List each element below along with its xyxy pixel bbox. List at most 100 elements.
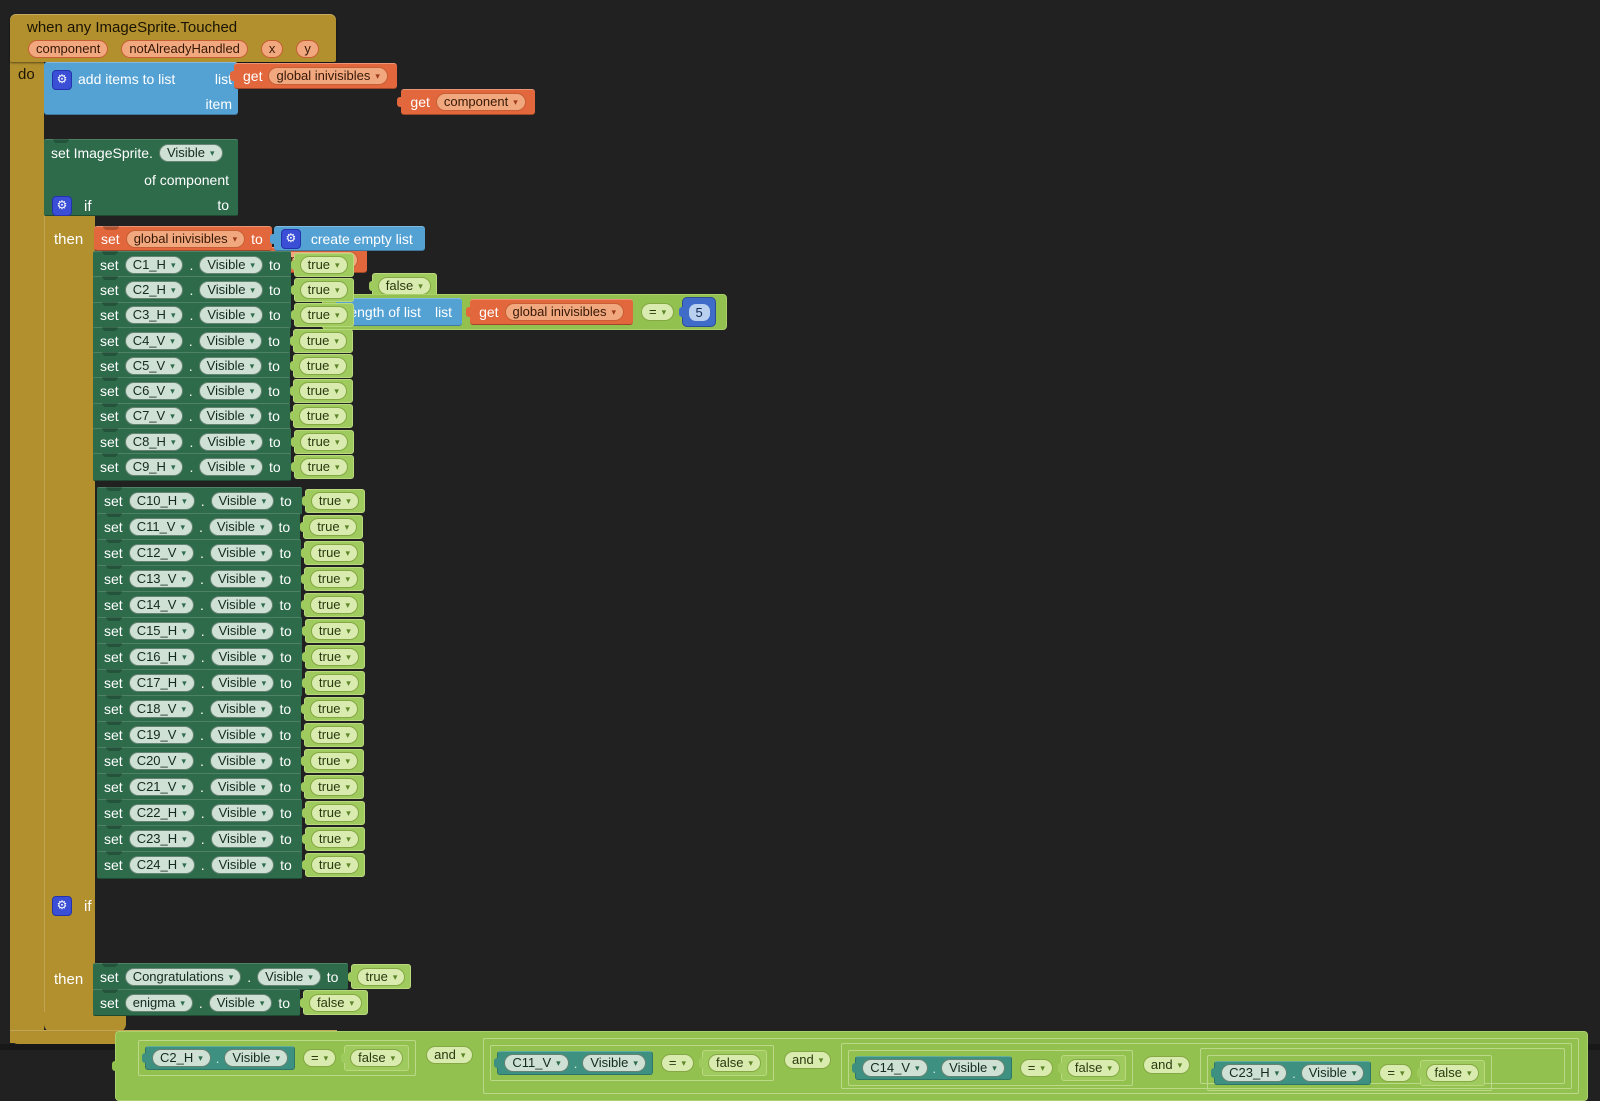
boolean-dropdown[interactable]: true ▾ [299, 306, 348, 325]
component-dropdown[interactable]: C2_H ▾ [124, 280, 184, 299]
component-dropdown[interactable]: Congratulations ▾ [124, 967, 242, 986]
true-value-block[interactable]: true ▾ [301, 489, 365, 513]
component-dropdown[interactable]: C10_H ▾ [128, 492, 195, 510]
set-visible-row[interactable]: set C20_V ▾ . Visible ▾ to true ▾ [97, 747, 365, 775]
boolean-dropdown[interactable]: true ▾ [299, 458, 348, 477]
set-visible-row[interactable]: set C1_H ▾ . Visible ▾ to true ▾ [93, 251, 354, 279]
boolean-dropdown[interactable]: true ▾ [299, 280, 348, 299]
gear-icon[interactable]: ⚙ [280, 228, 301, 249]
property-dropdown[interactable]: Visible ▾ [199, 280, 263, 299]
property-dropdown[interactable]: Visible ▾ [210, 674, 275, 692]
set-visible-row[interactable]: set C17_H ▾ . Visible ▾ to true ▾ [97, 669, 365, 697]
property-dropdown[interactable]: Visible ▾ [209, 726, 274, 744]
property-dropdown[interactable]: Visible ▾ [257, 967, 321, 986]
true-value-block[interactable]: true ▾ [290, 429, 354, 454]
set-visible-row[interactable]: set C13_V ▾ . Visible ▾ to true ▾ [97, 565, 365, 593]
false-value-block[interactable]: false ▾ [1057, 1055, 1126, 1081]
component-dropdown[interactable]: C20_V ▾ [128, 752, 194, 770]
true-value-block[interactable]: true ▾ [348, 964, 412, 989]
create-empty-list-block[interactable]: ⚙ create empty list [269, 226, 425, 251]
true-value-block[interactable]: true ▾ [301, 827, 365, 851]
gear-icon[interactable]: ⚙ [52, 896, 72, 916]
property-dropdown[interactable]: Visible ▾ [210, 492, 275, 510]
boolean-dropdown[interactable]: true ▾ [298, 407, 347, 426]
property-dropdown[interactable]: Visible ▾ [209, 596, 274, 614]
true-value-block[interactable]: true ▾ [301, 541, 365, 565]
component-dropdown[interactable]: C24_H ▾ [128, 856, 195, 874]
set-congratulations-visible-row[interactable]: set Congratulations ▾ . Visible ▾ to true ▾ [93, 963, 412, 990]
set-visible-row[interactable]: set C15_H ▾ . Visible ▾ to true ▾ [97, 617, 365, 645]
property-dropdown[interactable]: Visible ▾ [1300, 1064, 1365, 1082]
component-dropdown[interactable]: C21_V ▾ [128, 778, 194, 796]
property-dropdown[interactable]: Visible ▾ [198, 356, 263, 375]
set-visible-row[interactable]: set C7_V ▾ . Visible ▾ to true ▾ [93, 402, 354, 431]
set-visible-row[interactable]: set C11_V ▾ . Visible ▾ to true ▾ [97, 513, 365, 541]
true-value-block[interactable]: true ▾ [301, 853, 365, 877]
component-dropdown[interactable]: C12_V ▾ [128, 544, 194, 562]
property-dropdown[interactable]: Visible ▾ [199, 255, 263, 274]
event-block-header[interactable]: when any ImageSprite.Touched component no… [10, 14, 336, 62]
component-getter-block[interactable]: C11_V ▾ . Visible ▾ [494, 1051, 653, 1075]
get-global-inivisibles-block[interactable]: get global inivisibles ▾ [230, 63, 397, 89]
boolean-dropdown[interactable]: true ▾ [310, 622, 359, 640]
component-dropdown[interactable]: C13_V ▾ [128, 570, 194, 588]
true-value-block[interactable]: true ▾ [289, 379, 353, 404]
operator-dropdown[interactable]: = ▾ [303, 1049, 337, 1067]
true-value-block[interactable]: true ▾ [301, 749, 365, 773]
component-dropdown[interactable]: C14_V ▾ [128, 596, 194, 614]
false-value-block[interactable]: false ▾ [300, 990, 369, 1015]
property-dropdown[interactable]: Visible ▾ [941, 1059, 1005, 1077]
component-dropdown[interactable]: C15_H ▾ [128, 622, 195, 640]
set-enigma-visible-row[interactable]: set enigma ▾ . Visible ▾ to false ▾ [93, 989, 369, 1016]
boolean-dropdown[interactable]: true ▾ [310, 596, 359, 614]
true-value-block[interactable]: true ▾ [301, 593, 365, 617]
boolean-dropdown[interactable]: true ▾ [299, 432, 348, 451]
add-items-to-list-block[interactable]: ⚙ add items to list list item [44, 62, 238, 115]
property-dropdown[interactable]: Visible ▾ [209, 544, 274, 562]
boolean-dropdown[interactable]: true ▾ [310, 700, 359, 718]
true-value-block[interactable]: true ▾ [289, 328, 353, 353]
boolean-dropdown[interactable]: true ▾ [310, 856, 359, 874]
boolean-dropdown[interactable]: true ▾ [310, 674, 359, 692]
false-value-block[interactable]: false ▾ [1417, 1060, 1486, 1086]
set-imagesprite-visible-block[interactable]: set ImageSprite. Visible ▾ of component t… [44, 139, 238, 216]
event-param-pill[interactable]: notAlreadyHandled [121, 40, 248, 58]
property-dropdown[interactable]: Visible ▾ [209, 752, 274, 770]
operator-dropdown[interactable]: = ▾ [1019, 1059, 1053, 1077]
gear-icon[interactable]: ⚙ [52, 196, 72, 216]
true-value-block[interactable]: true ▾ [290, 252, 354, 277]
property-dropdown[interactable]: Visible ▾ [209, 700, 274, 718]
property-dropdown[interactable]: Visible ▾ [210, 856, 275, 874]
set-global-inivisibles-row[interactable]: set global inivisibles ▾ to ⚙ create empt… [94, 226, 425, 251]
component-dropdown[interactable]: C23_H ▾ [128, 830, 195, 848]
event-param-pill[interactable]: y [296, 40, 319, 58]
true-value-block[interactable]: true ▾ [300, 515, 364, 539]
false-value-block[interactable]: false ▾ [699, 1050, 768, 1076]
boolean-dropdown[interactable]: false ▾ [1066, 1059, 1120, 1077]
component-dropdown[interactable]: C11_V ▾ [504, 1054, 569, 1072]
event-param-pill[interactable]: x [260, 40, 284, 58]
set-visible-row[interactable]: set C21_V ▾ . Visible ▾ to true ▾ [97, 773, 365, 801]
component-dropdown[interactable]: C11_V ▾ [128, 518, 194, 536]
component-dropdown[interactable]: C23_H ▾ [1221, 1064, 1288, 1082]
property-dropdown[interactable]: Visible ▾ [210, 830, 275, 848]
boolean-dropdown[interactable]: true ▾ [310, 778, 359, 796]
property-dropdown[interactable]: Visible ▾ [582, 1054, 646, 1072]
boolean-dropdown[interactable]: false ▾ [350, 1049, 404, 1067]
set-variable-block[interactable]: set global inivisibles ▾ to [94, 226, 272, 251]
true-value-block[interactable]: true ▾ [301, 697, 365, 721]
variable-dropdown[interactable]: global inivisibles ▾ [125, 229, 246, 248]
true-value-block[interactable]: true ▾ [301, 723, 365, 747]
true-value-block[interactable]: true ▾ [290, 277, 354, 302]
boolean-dropdown[interactable]: true ▾ [310, 752, 359, 770]
variable-dropdown[interactable]: global inivisibles ▾ [504, 303, 625, 321]
set-visible-row[interactable]: set C5_V ▾ . Visible ▾ to true ▾ [93, 352, 354, 380]
boolean-dropdown[interactable]: true ▾ [298, 356, 347, 375]
length-of-list-block[interactable]: length of list list [332, 298, 463, 326]
boolean-dropdown[interactable]: true ▾ [357, 967, 406, 986]
boolean-dropdown[interactable]: true ▾ [310, 804, 359, 822]
boolean-dropdown[interactable]: false ▾ [377, 277, 431, 295]
operator-dropdown[interactable]: = ▾ [641, 303, 675, 321]
gear-icon[interactable]: ⚙ [52, 70, 72, 90]
false-value-block[interactable]: false ▾ [368, 273, 437, 299]
